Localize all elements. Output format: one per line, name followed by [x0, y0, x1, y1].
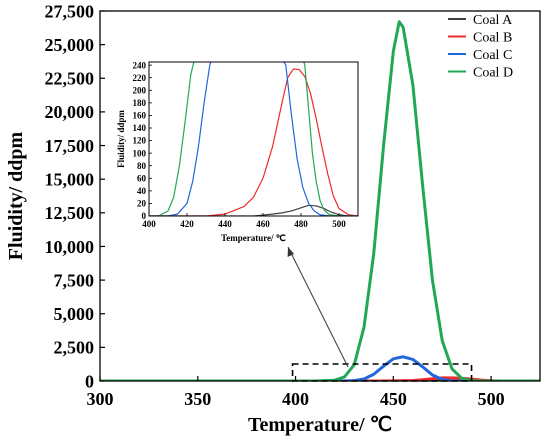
main-y-tick-label: 15,000	[45, 169, 95, 189]
inset-x-tick-label: 400	[142, 219, 156, 229]
main-x-tick-label: 400	[282, 389, 309, 409]
inset-y-tick-label: 100	[133, 148, 147, 158]
inset-plot-frame	[148, 61, 359, 217]
main-y-tick-label: 17,500	[45, 136, 95, 156]
main-y-tick-label: 12,500	[45, 203, 95, 223]
main-y-tick-label: 27,500	[45, 1, 95, 21]
main-y-tick-label: 0	[85, 371, 94, 391]
inset-x-tick-label: 440	[218, 219, 232, 229]
inset-y-tick-label: 180	[133, 98, 147, 108]
legend-label: Coal A	[473, 13, 513, 28]
inset-y-tick-label: 120	[133, 136, 147, 146]
main-y-tick-label: 25,000	[45, 35, 95, 55]
inset-y-tick-label: 40	[137, 186, 147, 196]
main-y-tick-label: 2,500	[54, 338, 95, 358]
main-x-tick-label: 500	[478, 389, 505, 409]
inset-y-tick-label: 220	[133, 73, 147, 83]
inset-x-axis-title: Temperature/ ℃	[221, 233, 286, 243]
zoom-arrow-line	[287, 246, 349, 368]
main-plot-frame	[99, 10, 541, 382]
main-y-tick-label: 20,000	[45, 102, 95, 122]
inset-y-tick-label: 20	[137, 199, 147, 209]
main-x-tick-label: 350	[184, 389, 211, 409]
inset-y-tick-label: 200	[133, 85, 147, 95]
inset-y-axis-title: Fluidity/ ddpm	[116, 110, 126, 168]
zoom-region-box	[291, 363, 473, 382]
inset-x-tick-label: 460	[256, 219, 270, 229]
main-y-tick-label: 10,000	[45, 237, 95, 257]
inset-y-tick-label: 80	[137, 161, 147, 171]
legend: Coal A Coal B Coal C Coal D	[448, 13, 513, 81]
inset-y-tick-label: 60	[137, 173, 147, 183]
main-x-tick-label: 300	[87, 389, 114, 409]
inset-series-line-coal-b	[149, 68, 358, 216]
main-y-tick-label: 5,000	[54, 304, 95, 324]
legend-label: Coal B	[473, 31, 512, 46]
inset-y-tick-label: 160	[133, 111, 147, 121]
inset-x-tick-label: 480	[294, 219, 308, 229]
main-x-tick-label: 450	[380, 389, 407, 409]
main-y-tick-label: 7,500	[54, 270, 95, 290]
inset-plot-area	[149, 62, 358, 216]
zoom-arrow-head	[287, 247, 294, 257]
main-y-axis-title: Fluidity/ ddpm	[5, 131, 27, 260]
main-x-axis-title: Temperature/ ℃	[248, 414, 392, 436]
zoom-annotation	[287, 246, 473, 382]
inset-series-line-coal-c	[149, 62, 358, 216]
inset-plot: 400 420 440 460 480 500 0 20 40 60 80 100 120 140 160 1…	[116, 60, 359, 243]
inset-y-tick-label: 240	[133, 60, 147, 70]
inset-y-tick-label: 0	[142, 211, 147, 221]
legend-label: Coal D	[473, 66, 513, 81]
main-series-line-coal-d	[100, 20, 540, 381]
inset-x-tick-label: 500	[332, 219, 346, 229]
inset-series-line-coal-d	[149, 62, 358, 216]
legend-label: Coal C	[473, 48, 512, 63]
main-y-tick-label: 22,500	[45, 69, 95, 89]
inset-y-tick-label: 140	[133, 123, 147, 133]
inset-x-tick-label: 420	[180, 219, 194, 229]
